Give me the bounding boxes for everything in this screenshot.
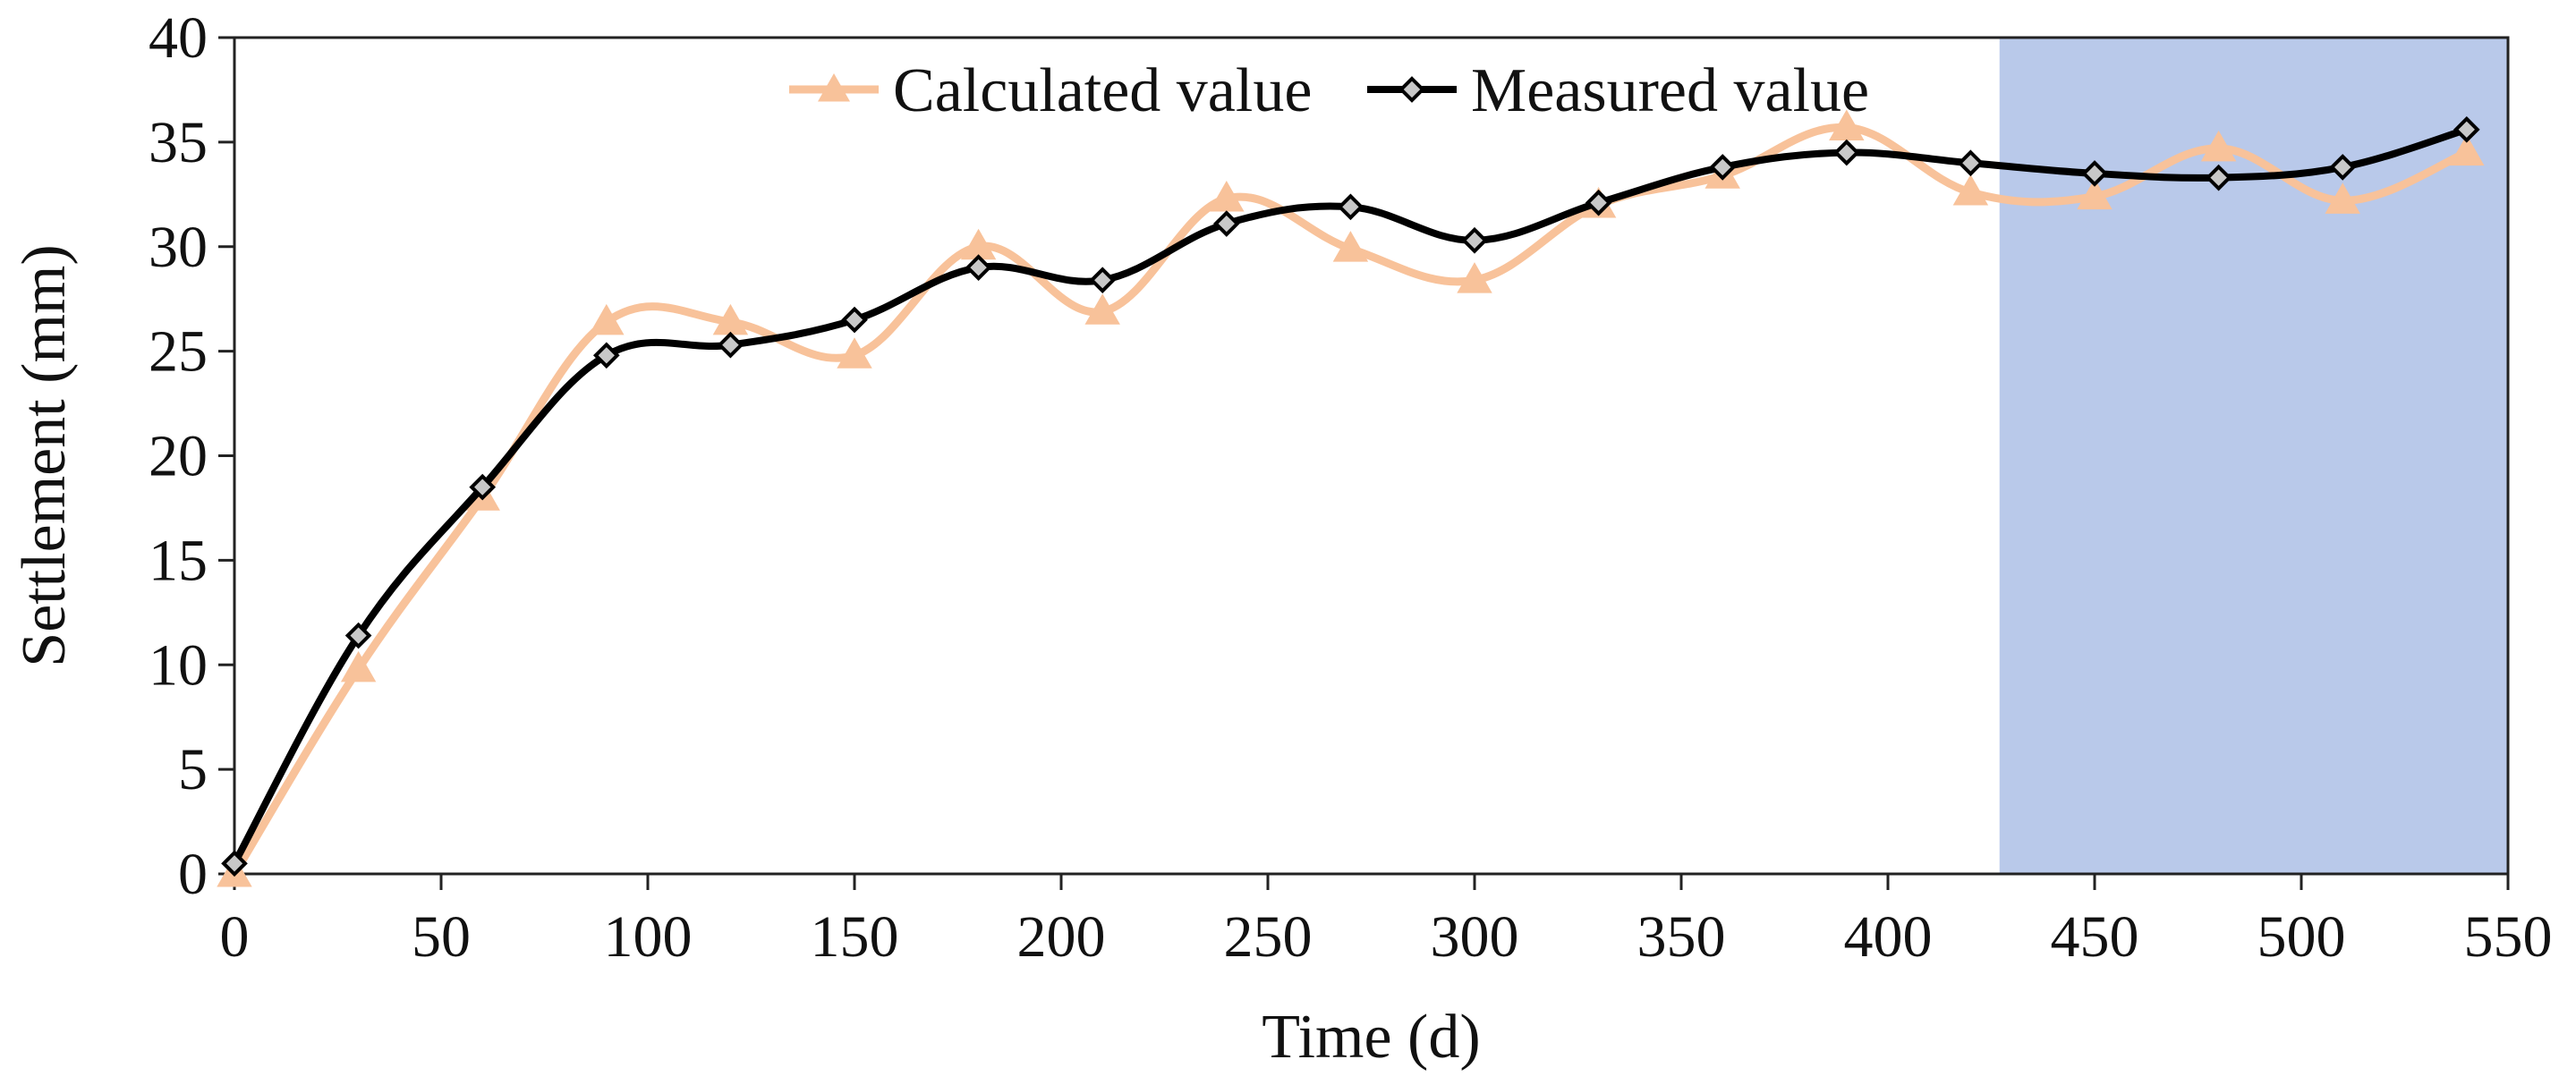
data-point-triangle [2077, 178, 2113, 210]
legend-marker-triangle [818, 73, 850, 102]
x-tick-label: 200 [1017, 904, 1106, 970]
data-point-triangle [2200, 130, 2237, 162]
y-tick-label: 10 [149, 632, 208, 698]
x-tick-label: 250 [1224, 904, 1313, 970]
x-tick-label: 50 [412, 904, 471, 970]
series-layer [217, 109, 2485, 887]
data-point-diamond [344, 622, 372, 649]
data-point-triangle [837, 337, 872, 369]
x-tick-label: 150 [811, 904, 899, 970]
series-line [231, 123, 2469, 877]
data-point-diamond [221, 850, 248, 877]
data-point-diamond [1461, 226, 1488, 254]
data-point-triangle [1457, 262, 1492, 293]
legend-label: Measured value [1471, 56, 1869, 125]
x-tick-label: 400 [1844, 904, 1933, 970]
data-point-diamond [2329, 154, 2357, 181]
legend-layer: Calculated value Measured value [789, 56, 1869, 125]
data-point-triangle [2325, 182, 2360, 214]
data-point-diamond [717, 331, 744, 359]
x-tick-label: 350 [1637, 904, 1726, 970]
data-point-diamond [1337, 193, 1365, 221]
data-point-diamond [1089, 267, 1117, 293]
x-tick-label: 0 [220, 904, 250, 970]
x-tick-label: 100 [604, 904, 693, 970]
legend-marker-diamond [1399, 76, 1425, 103]
data-point-diamond [592, 342, 620, 369]
data-point-diamond [1832, 139, 1860, 166]
x-tick-label: 550 [2464, 904, 2553, 970]
y-tick-label: 25 [149, 319, 208, 385]
y-axis-title: Settlement (mm) [10, 244, 79, 666]
data-point-triangle [1332, 231, 1369, 262]
data-point-diamond [1585, 189, 1612, 216]
data-point-diamond [841, 306, 868, 334]
series-line [231, 126, 2468, 866]
data-point-diamond [965, 254, 992, 281]
data-point-diamond [2205, 164, 2232, 191]
data-point-diamond [1709, 154, 1737, 181]
data-point-triangle [2449, 134, 2485, 166]
shaded-region-layer [1999, 38, 2508, 874]
y-tick-label: 20 [149, 424, 208, 489]
data-point-diamond [1212, 210, 1240, 237]
data-point-triangle [340, 650, 377, 682]
data-point-diamond [1957, 149, 1985, 177]
y-tick-label: 0 [178, 842, 208, 907]
x-tick-label: 300 [1431, 904, 1519, 970]
shaded-region [1999, 38, 2508, 874]
x-axis-title: Time (d) [1262, 1003, 1480, 1072]
data-point-diamond [2081, 160, 2108, 187]
series-calculated-value [217, 109, 2485, 887]
x-tick-label: 500 [2257, 904, 2346, 970]
x-tick-label: 450 [2051, 904, 2139, 970]
y-tick-label: 40 [149, 5, 208, 71]
y-tick-label: 15 [149, 528, 208, 593]
data-point-diamond [469, 473, 497, 501]
axes-layer: 0 50 100 150 200 250 300 350 400 450 500 550 0 5 10 15 2… [149, 5, 2553, 970]
y-tick-label: 5 [178, 737, 208, 802]
data-point-triangle [1084, 293, 1120, 325]
series-measured-value [221, 116, 2480, 877]
y-tick-label: 30 [149, 215, 208, 280]
data-point-triangle [1952, 174, 1989, 206]
legend-item: Calculated value [789, 56, 1312, 125]
legend-label: Calculated value [893, 56, 1312, 125]
legend-item: Measured value [1367, 56, 1869, 125]
data-point-triangle [589, 303, 625, 335]
data-point-diamond [2453, 116, 2480, 143]
y-tick-label: 35 [149, 110, 208, 175]
